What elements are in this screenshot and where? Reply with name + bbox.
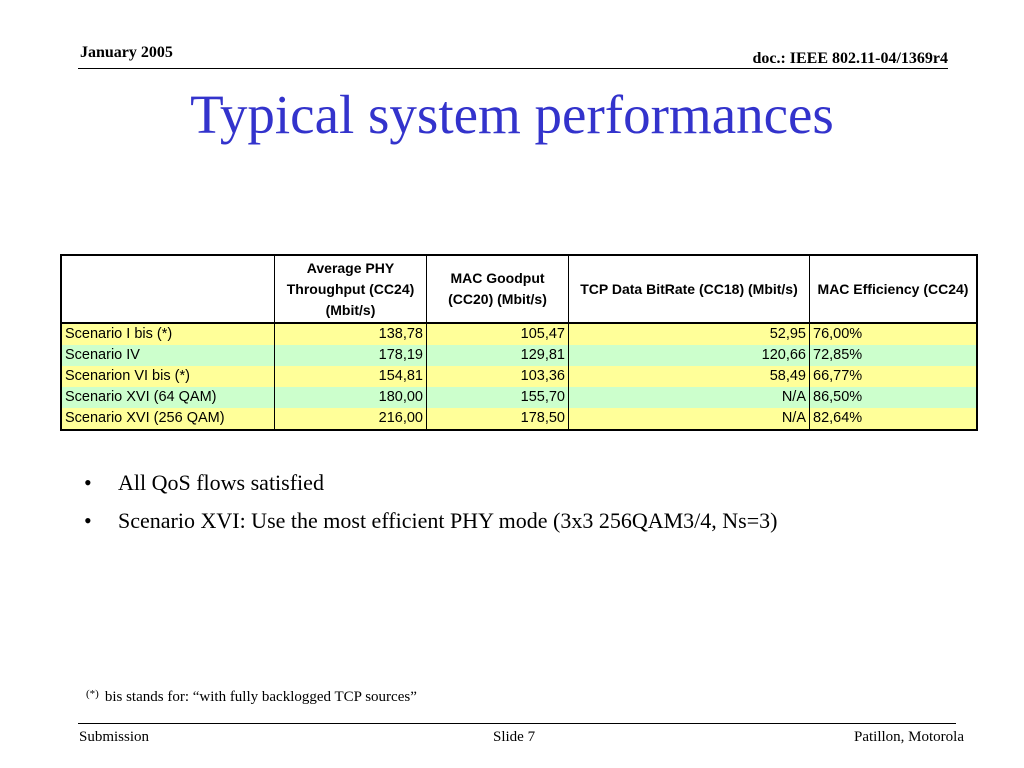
performance-table: Average PHY Throughput (CC24) (Mbit/s) M… <box>60 254 978 431</box>
table-header-cell: MAC Goodput (CC20) (Mbit/s) <box>426 254 569 324</box>
table-header-cell <box>60 254 275 324</box>
scenario-cell: Scenario XVI (256 QAM) <box>60 408 275 430</box>
mac-efficiency-cell: 86,50% <box>809 387 978 408</box>
phy-throughput-cell: 138,78 <box>274 322 427 345</box>
bullet-item: • Scenario XVI: Use the most efficient PH… <box>80 504 777 542</box>
footnote-text: bis stands for: “with fully backlogged T… <box>104 689 417 705</box>
footer-submission: Submission <box>79 729 150 745</box>
mac-efficiency-cell: 72,85% <box>809 345 978 366</box>
mac-goodput-cell: 178,50 <box>426 408 569 430</box>
bullet-item: • All QoS flows satisfied <box>80 466 777 504</box>
phy-throughput-cell: 154,81 <box>274 366 427 387</box>
mac-goodput-cell: 105,47 <box>426 322 569 345</box>
header-rule <box>78 68 948 69</box>
scenario-cell: Scenarion VI bis (*) <box>60 366 275 387</box>
footnote-mark: (*) <box>86 688 99 700</box>
table-header-cell: TCP Data BitRate (CC18) (Mbit/s) <box>568 254 810 324</box>
tcp-bitrate-cell: N/A <box>568 408 810 430</box>
footnote: (*) bis stands for: “with fully backlogge… <box>86 688 417 706</box>
bullet-text: Scenario XVI: Use the most efficient PHY… <box>118 508 778 533</box>
tcp-bitrate-cell: 120,66 <box>568 345 810 366</box>
table-header-row: Average PHY Throughput (CC24) (Mbit/s) M… <box>60 254 978 324</box>
scenario-cell: Scenario I bis (*) <box>60 322 275 345</box>
header-doc-id: doc.: IEEE 802.11-04/1369r4 <box>752 50 948 67</box>
bullet-dot-icon: • <box>84 508 92 533</box>
mac-efficiency-cell: 76,00% <box>809 322 978 345</box>
phy-throughput-cell: 180,00 <box>274 387 427 408</box>
tcp-bitrate-cell: 52,95 <box>568 322 810 345</box>
scenario-cell: Scenario XVI (64 QAM) <box>60 387 275 408</box>
header-date: January 2005 <box>80 44 173 61</box>
footer-author: Patillon, Motorola <box>854 729 964 745</box>
mac-goodput-cell: 129,81 <box>426 345 569 366</box>
table-row: Scenario XVI (64 QAM) 180,00 155,70 N/A … <box>60 387 978 408</box>
table-row: Scenario IV 178,19 129,81 120,66 72,85% <box>60 345 978 366</box>
table-row: Scenarion VI bis (*) 154,81 103,36 58,49… <box>60 366 978 387</box>
table-row: Scenario XVI (256 QAM) 216,00 178,50 N/A… <box>60 408 978 430</box>
bullet-list: • All QoS flows satisfied • Scenario XVI: … <box>80 466 777 542</box>
footer-rule <box>78 723 956 724</box>
tcp-bitrate-cell: N/A <box>568 387 810 408</box>
bullet-text: All QoS flows satisfied <box>118 470 324 495</box>
bullet-dot-icon: • <box>84 470 92 495</box>
phy-throughput-cell: 178,19 <box>274 345 427 366</box>
phy-throughput-cell: 216,00 <box>274 408 427 430</box>
footer-slide-number: Slide 7 <box>493 729 536 745</box>
slide-title: Typical system performances <box>190 84 834 145</box>
table-row: Scenario I bis (*) 138,78 105,47 52,95 7… <box>60 322 978 345</box>
scenario-cell: Scenario IV <box>60 345 275 366</box>
mac-efficiency-cell: 66,77% <box>809 366 978 387</box>
table-header-cell: MAC Efficiency (CC24) <box>809 254 978 324</box>
tcp-bitrate-cell: 58,49 <box>568 366 810 387</box>
mac-efficiency-cell: 82,64% <box>809 408 978 430</box>
mac-goodput-cell: 155,70 <box>426 387 569 408</box>
mac-goodput-cell: 103,36 <box>426 366 569 387</box>
table-header-cell: Average PHY Throughput (CC24) (Mbit/s) <box>274 254 427 324</box>
